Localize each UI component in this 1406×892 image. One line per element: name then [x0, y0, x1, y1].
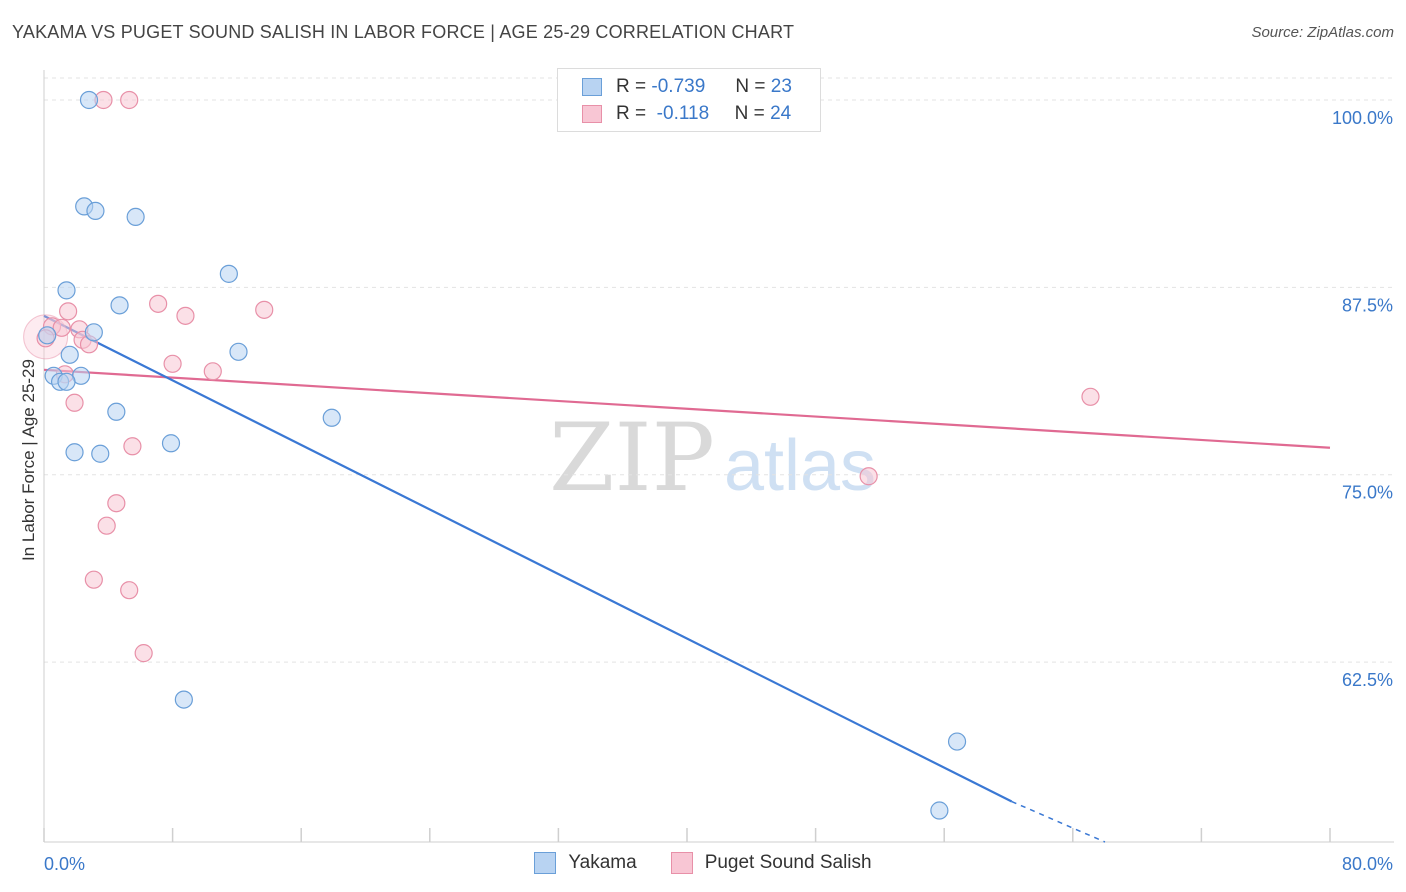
point-yakama — [161, 434, 181, 453]
point-yakama — [84, 323, 103, 342]
point-yakama — [86, 201, 105, 221]
point-puget — [163, 354, 182, 373]
n-value: 24 — [770, 103, 792, 124]
stats-row-yakama: R = -0.739 N = 23 — [582, 76, 792, 98]
n-value: 23 — [770, 76, 792, 97]
point-puget — [65, 393, 84, 412]
y-tick-label: 100.0% — [1332, 108, 1393, 128]
yakama-swatch — [582, 78, 602, 96]
x-tick-labels: 0.0% 80.0% — [44, 854, 1393, 874]
r-value: -0.739 — [651, 76, 706, 97]
n-label: N = — [735, 76, 766, 97]
point-puget — [255, 300, 274, 319]
point-yakama — [219, 264, 238, 283]
point-puget — [134, 644, 153, 663]
grid-lines — [44, 77, 1394, 663]
n-label: N = — [734, 103, 765, 124]
axes — [43, 70, 1394, 843]
point-puget — [176, 306, 195, 325]
point-yakama — [57, 281, 76, 300]
point-yakama — [65, 443, 84, 462]
puget-legend-swatch — [670, 852, 693, 874]
r-label: R = — [616, 103, 647, 124]
series-legend: Yakama Puget Sound Salish — [0, 852, 1406, 874]
point-puget — [120, 581, 139, 600]
point-yakama — [174, 690, 193, 709]
y-tick-label: 87.5% — [1342, 295, 1393, 315]
trend-line-yakama — [43, 314, 1013, 803]
point-yakama — [38, 326, 57, 345]
trend-line-yakama-extension — [1011, 800, 1106, 843]
r-value: -0.118 — [656, 103, 710, 124]
yakama-legend-swatch — [534, 852, 557, 874]
point-yakama — [930, 801, 949, 820]
legend-label-puget: Puget Sound Salish — [704, 852, 872, 873]
trend-lines — [43, 314, 1331, 843]
point-puget — [149, 294, 168, 313]
point-yakama — [126, 207, 145, 227]
point-yakama — [79, 90, 99, 110]
point-puget — [859, 467, 878, 486]
chart-title: YAKAMA VS PUGET SOUND SALISH IN LABOR FO… — [12, 22, 795, 42]
point-yakama — [322, 408, 341, 427]
legend-label-yakama: Yakama — [568, 852, 637, 873]
legend-item-puget: Puget Sound Salish — [670, 852, 872, 874]
stats-legend: R = -0.739 N = 23 R = -0.118 N = 24 — [557, 68, 821, 132]
data-points — [23, 90, 1100, 820]
x-tick-label: 0.0% — [44, 854, 85, 874]
point-puget — [1081, 387, 1100, 406]
point-yakama — [947, 732, 967, 751]
y-tick-label: 62.5% — [1342, 670, 1393, 690]
stats-row-puget: R = -0.118 N = 24 — [582, 103, 791, 125]
point-yakama — [229, 342, 248, 361]
point-puget — [107, 494, 126, 513]
watermark-atlas: atlas — [724, 426, 876, 506]
puget-swatch — [582, 105, 602, 123]
point-puget — [97, 516, 116, 535]
r-label: R = — [616, 76, 647, 97]
y-tick-label: 75.0% — [1342, 483, 1393, 503]
point-puget — [52, 318, 71, 337]
trend-line-puget — [43, 368, 1331, 449]
point-puget — [123, 437, 142, 456]
point-puget — [120, 90, 139, 110]
point-yakama — [60, 345, 79, 364]
point-puget — [84, 570, 103, 589]
watermark: ZIP atlas — [549, 404, 876, 513]
source-label: Source: ZipAtlas.com — [1251, 24, 1394, 41]
legend-item-yakama: Yakama — [534, 852, 637, 874]
point-puget — [59, 302, 78, 321]
x-tick-label: 80.0% — [1342, 854, 1393, 874]
y-tick-labels: 100.0% 87.5% 75.0% 62.5% — [1332, 108, 1393, 690]
point-yakama — [91, 444, 110, 463]
point-yakama — [107, 402, 126, 421]
point-yakama — [57, 372, 76, 391]
point-puget — [203, 362, 222, 381]
point-yakama — [110, 296, 129, 315]
watermark-zip: ZIP — [549, 404, 715, 513]
